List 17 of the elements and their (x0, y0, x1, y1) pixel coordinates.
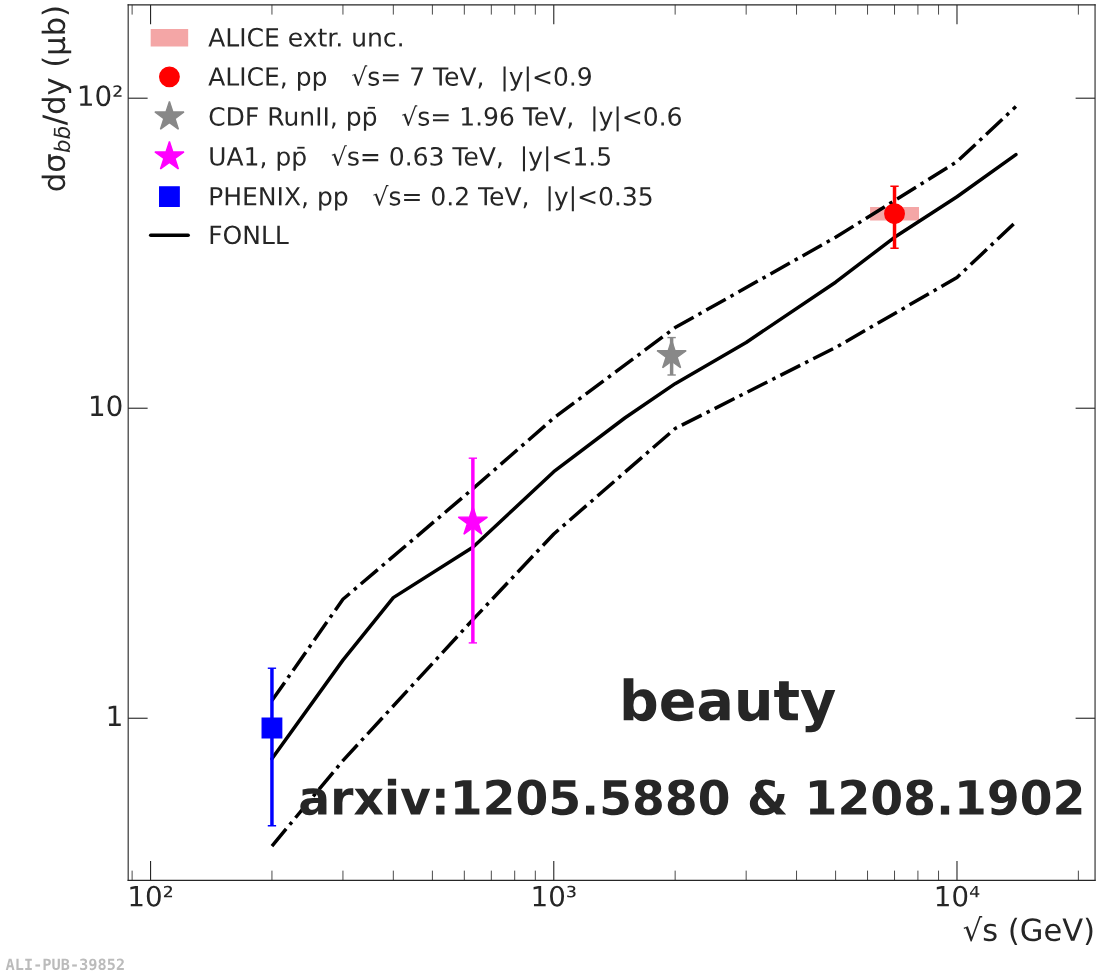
text: ALI-PUB-39852 (5, 958, 124, 971)
x-tick-label: 10² (130, 885, 173, 907)
annotation: beauty (623, 678, 836, 733)
legend-label: ALICE extr. unc. (208, 27, 402, 47)
x-tick-label: 10⁴ (936, 885, 980, 907)
x-axis-title: √s (GeV) (963, 916, 1093, 945)
legend-label: ALICE, pp √s= 7 TeV, |y|<0.9 (208, 65, 591, 92)
legend-label: PHENIX, pp √s= 0.2 TeV, |y|<0.35 (210, 185, 652, 212)
legend-label: CDF RunII, pp̄ √s= 1.96 TeV, |y|<0.6 (209, 105, 681, 132)
y-tick-label: 10² (79, 85, 122, 107)
y-tick-label: 10 (91, 395, 122, 417)
y-tick-label: 1 (108, 705, 121, 726)
y-axis-title: dσ$_{bb̄}$/dy (μb) (41, 7, 72, 191)
legend-label: FONLL (210, 225, 289, 245)
legend-label: UA1, pp̄ √s= 0.63 TeV, |y|<1.5 (210, 145, 610, 172)
x-tick-label: 10³ (533, 885, 576, 907)
annotation: arxiv:1205.5880 & 1208.1902 (300, 778, 1082, 816)
